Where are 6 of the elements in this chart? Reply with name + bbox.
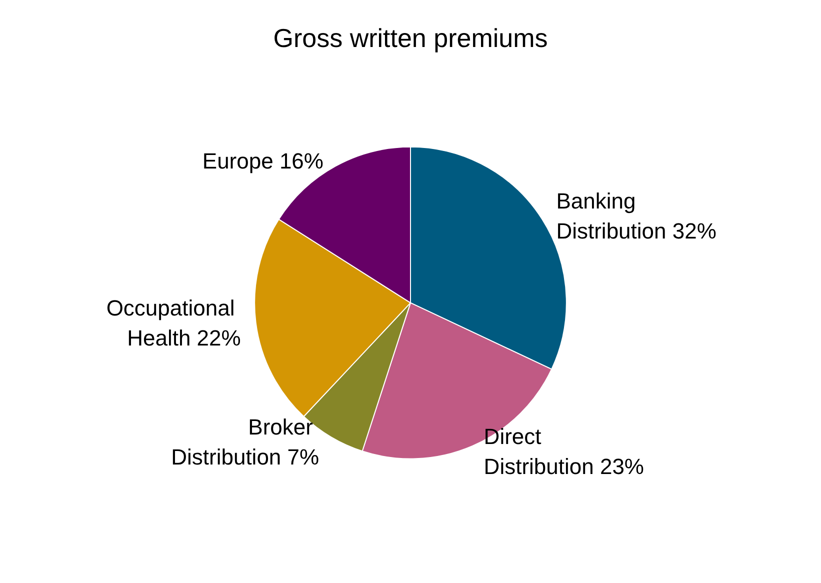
slice-label: Banking Distribution 32% <box>556 188 716 244</box>
slice-label: Occupational Health 22% <box>106 296 241 351</box>
slice-label: Europe 16% <box>202 148 324 174</box>
slice-label: Direct Distribution 23% <box>484 424 644 479</box>
chart-title: Gross written premiums <box>273 23 548 53</box>
slice-label: Broker Distribution 7% <box>171 414 320 470</box>
